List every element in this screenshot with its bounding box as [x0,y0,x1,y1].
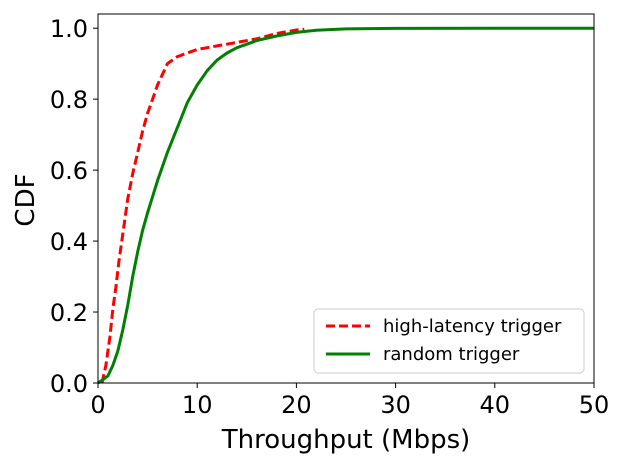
legend-label-high-latency: high-latency trigger [383,316,562,337]
x-tick-label: 10 [182,391,213,419]
y-tick-label: 1.0 [50,15,88,43]
legend: high-latency trigger random trigger [313,308,585,374]
series-line-random-trigger [97,26,594,385]
y-tick-label: 0.6 [50,157,88,185]
x-axis-title: Throughput (Mbps) [221,425,471,455]
series-lines [97,26,594,385]
axis-ticks: 0 10 20 30 40 50 0.0 0.2 0.4 0.6 0.8 1.0 [50,15,609,419]
x-tick-label: 30 [380,391,411,419]
legend-box [313,308,585,374]
x-tick-label: 50 [579,391,610,419]
y-tick-label: 0.4 [50,228,88,256]
y-tick-label: 0.8 [50,86,88,114]
series-line-high-latency-trigger [100,27,305,384]
y-tick-label: 0.2 [50,299,88,327]
x-tick-label: 20 [281,391,312,419]
legend-label-random: random trigger [383,344,520,365]
plot-frame [97,13,595,384]
x-tick-label: 0 [90,391,105,419]
x-tick-label: 40 [480,391,511,419]
y-tick-label: 0.0 [50,370,88,398]
y-axis-title: CDF [11,173,41,226]
